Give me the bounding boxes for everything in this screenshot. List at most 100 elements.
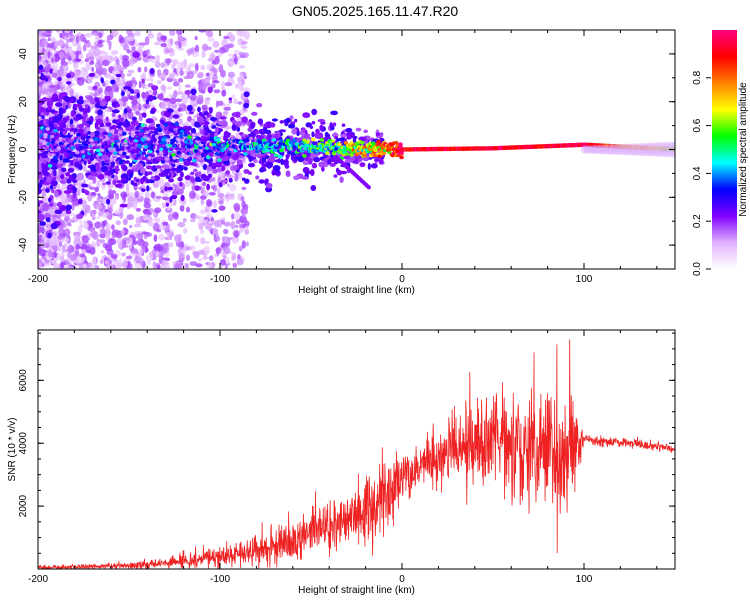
spectrogram-noise-blob [47, 63, 51, 70]
spectrogram-band-blob [195, 177, 201, 182]
spectrogram-band-blob [346, 132, 354, 137]
spectrogram-noise-blob [231, 213, 234, 219]
spectrogram-noise-blob [58, 228, 65, 236]
spectrogram-band-blob [111, 190, 116, 194]
spectrogram-noise-blob [145, 191, 150, 198]
spectrogram-band-blob [342, 124, 346, 127]
spectrogram-band-blob [75, 58, 82, 62]
spectrogram-band-blob [151, 85, 158, 91]
spectrogram-noise-blob [136, 253, 142, 257]
spectrogram-noise-blob [47, 51, 50, 58]
spectrogram-ridge-cell [290, 152, 294, 156]
spectrogram-noise-blob [73, 63, 79, 69]
spectrogram-band-blob [302, 128, 306, 132]
spectrogram-band-blob [330, 111, 338, 116]
spectrogram-noise-blob [63, 53, 69, 59]
spectrogram-band-blob [268, 156, 275, 163]
spectrogram-noise-blob [58, 246, 62, 251]
spectrogram-noise-blob [223, 246, 230, 254]
spectrogram-noise-blob [77, 175, 84, 180]
spectrogram-band-blob [178, 126, 181, 129]
spectrogram-noise-blob [195, 63, 199, 71]
spectrogram-noise-blob [223, 255, 226, 260]
spectrogram-noise-blob [225, 82, 232, 86]
spectrogram-band-blob [178, 108, 182, 112]
spectrogram-band-blob [220, 180, 228, 183]
spectrogram-noise-blob [61, 84, 66, 88]
spectrogram-ridge-cell [188, 127, 192, 131]
spectrogram-band-blob [273, 165, 281, 171]
spectrogram-band-blob [245, 179, 250, 184]
spectrogram-noise-blob [136, 111, 140, 116]
spectrogram-ridge-cell [183, 133, 187, 137]
spectrogram-noise-blob [190, 219, 196, 223]
spectrogram-band-blob [83, 110, 86, 114]
spectrogram-noise-blob [235, 84, 239, 89]
spectrogram-band-blob [168, 178, 174, 182]
spectrogram-band-blob [336, 138, 340, 142]
spectrogram-band-blob [143, 176, 147, 181]
spectrogram-band-blob [121, 91, 125, 96]
spectrogram-noise-blob [76, 35, 79, 43]
spectrogram-ridge-cell [107, 153, 111, 157]
spectrogram-noise-blob [111, 51, 116, 56]
spectrogram-ridge-cell [171, 163, 175, 167]
spectrogram-noise-blob [207, 37, 214, 42]
spectrogram-ridge-cell [311, 138, 315, 142]
spectrogram-band-blob [36, 166, 42, 172]
spectrogram-ridge-cell [113, 151, 117, 155]
spectrogram-ridge-cell [125, 160, 129, 164]
spectrogram-noise-blob [105, 245, 112, 251]
spectrogram-band-blob [253, 159, 258, 163]
spectrogram-band-blob [51, 189, 55, 193]
spectrogram-band-blob [124, 108, 128, 114]
spectrogram-noise-blob [178, 252, 184, 259]
spectrogram-ridge-cell [169, 133, 173, 137]
spectrogram-band-blob [310, 126, 314, 129]
spectrogram-band-blob [318, 162, 324, 168]
spectrogram-noise-blob [82, 71, 88, 79]
spectrogram-band-blob [141, 188, 146, 192]
spectrogram-noise-blob [197, 95, 204, 102]
spectrogram-ridge-cell [313, 141, 317, 145]
spectrogram-band-blob [340, 171, 347, 174]
spectrogram-band-blob [220, 116, 227, 120]
spectrogram-ridge-cell [125, 156, 129, 160]
spectrogram-band-blob [219, 205, 226, 210]
spectrogram-band-blob [149, 127, 156, 130]
spectrogram-noise-blob [157, 32, 162, 38]
spectrogram-noise-blob [185, 263, 189, 268]
spectrogram-band-blob [85, 190, 90, 195]
spectrogram-noise-blob [164, 264, 171, 272]
spectrogram-band-blob [187, 105, 193, 112]
spectrogram-band-blob [68, 168, 74, 173]
spectrogram-ridge-cell [75, 151, 79, 155]
spectrogram-ridge-cell [147, 156, 151, 160]
spectrogram-band-blob [141, 92, 146, 99]
spectrogram-band-blob [150, 110, 155, 114]
spectrogram-noise-blob [60, 262, 65, 268]
spectrogram-ridge-cell [140, 129, 144, 133]
spectrogram-band-blob [117, 180, 121, 183]
spectrogram-band-blob [121, 178, 126, 181]
spectrogram-noise-blob [183, 218, 187, 223]
spectrogram-noise-blob [186, 255, 190, 261]
spectrogram-noise-blob [143, 241, 149, 247]
spectrogram-band-blob [233, 165, 239, 170]
spectrogram-band-blob [73, 117, 79, 121]
spectrogram-band-blob [267, 134, 272, 138]
spectrogram-band-blob [280, 120, 284, 123]
spectrogram-noise-blob [42, 203, 49, 212]
spectrogram-ridge-cell [172, 156, 176, 160]
spectrogram-ridge-cell [62, 131, 66, 135]
spectrogram-ridge-cell [137, 144, 141, 148]
spectrogram-band-blob [376, 132, 380, 136]
spectrogram-noise-blob [241, 79, 245, 85]
spectrogram-band-blob [105, 86, 112, 92]
spectrogram-ridge-cell [49, 144, 53, 148]
spectrogram-noise-blob [245, 226, 249, 234]
spectrogram-noise-blob [215, 57, 220, 64]
spectrogram-noise-blob [206, 199, 212, 207]
spectrogram-noise-blob [160, 43, 167, 47]
